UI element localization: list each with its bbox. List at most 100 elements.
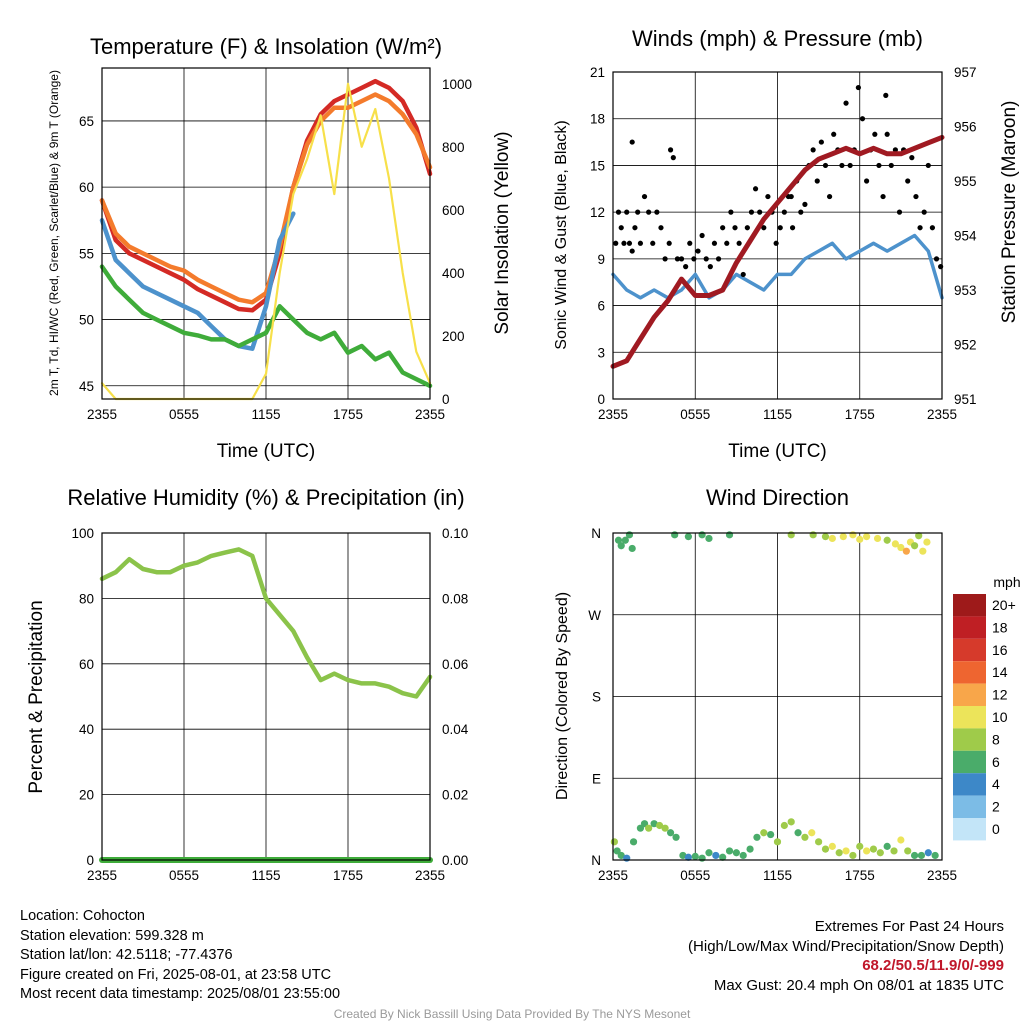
recent-text: Most recent data timestamp: 2025/08/01 2…: [20, 986, 341, 1003]
wind-chart-gust-point: [678, 256, 685, 262]
wind-chart-gust-point: [929, 225, 936, 231]
wind-chart-gust-point: [654, 209, 660, 215]
dir-chart-direction-point: [873, 534, 882, 543]
wind-chart-pressure-line: [610, 134, 945, 369]
temp-chart-y-axis-label: 2m T, Td, HI/WC (Red, Green, Scarlet/Blu…: [47, 70, 61, 396]
dir-chart-direction-point: [808, 829, 816, 837]
temp-chart-y2-tick-label: 800: [442, 140, 465, 155]
temp-chart-x-axis-label: Time (UTC): [217, 441, 316, 462]
dir-chart-direction-point: [698, 531, 706, 539]
wind-chart-y-tick-label: 12: [590, 205, 605, 220]
dir-chart-direction-point: [863, 533, 871, 541]
wind-chart-y2-tick-label: 951: [954, 392, 977, 407]
dir-chart-legend-label: 2: [992, 799, 1000, 815]
dir-chart-direction-point: [684, 853, 692, 861]
wind-chart-gust-point: [646, 209, 652, 215]
temp-chart-series-line: [99, 211, 296, 351]
dir-chart-direction-point: [767, 830, 775, 839]
wind-chart-frame: [612, 71, 943, 400]
dir-chart-direction-point: [698, 854, 706, 862]
extremes-desc: (High/Low/Max Wind/Precipitation/Snow De…: [688, 937, 1004, 955]
dir-chart-direction-point: [725, 531, 734, 539]
station-info: Location: Cohocton Station elevation: 59…: [20, 907, 340, 1005]
dir-chart-direction-point: [910, 851, 919, 860]
max-gust-text: Max Gust: 20.4 mph On 08/01 at 1835 UTC: [713, 976, 1004, 994]
dir-chart-direction-point: [661, 824, 669, 832]
created-text: Figure created on Fri, 2025-08-01, at 23…: [20, 966, 332, 983]
dir-chart-legend-swatch: [953, 728, 986, 751]
wind-chart-gust-point: [658, 225, 664, 231]
dir-chart-legend-label: 14: [992, 664, 1008, 680]
wind-chart-gust-point: [864, 178, 870, 184]
dir-chart-direction-point: [760, 829, 768, 837]
dir-chart-direction-point: [617, 851, 625, 860]
dir-chart-direction-point: [849, 531, 857, 539]
wind-chart-gust-point: [913, 193, 919, 200]
wind-chart-gust-point: [818, 139, 824, 145]
rh-chart-title: Relative Humidity (%) & Precipitation (i…: [67, 485, 464, 510]
rh-chart-panel: 2355 0555 1155 1755 2355 Relative Humidity (%…: [26, 485, 469, 883]
wind-chart-gust-point: [624, 209, 630, 215]
dir-chart-direction-point: [629, 838, 638, 846]
dir-chart-legend-swatch: [953, 594, 986, 617]
dir-chart-direction-point: [902, 547, 910, 555]
wind-chart-gust-point: [831, 131, 837, 137]
credit-text: Created By Nick Bassill Using Data Provi…: [333, 1007, 691, 1021]
temp-chart-title: Temperature (F) & Insolation (W/m²): [90, 34, 442, 59]
dir-chart-legend-label: 6: [992, 754, 1000, 770]
dir-chart-direction-point: [839, 533, 847, 541]
wind-chart-gust-point: [695, 248, 701, 254]
wind-chart-y-tick-label: 15: [590, 158, 605, 173]
wind-chart-y2-tick-label: 952: [954, 338, 977, 353]
dir-chart-direction-point: [931, 851, 939, 860]
dir-chart-direction-point: [621, 536, 629, 544]
dir-chart-legend-label: 4: [992, 776, 1000, 792]
dir-chart-direction-point: [910, 542, 919, 550]
dir-chart-direction-point: [801, 833, 809, 841]
dir-chart-direction-point: [828, 842, 836, 850]
rh-chart-frame: [101, 532, 431, 861]
wind-chart-gust-point: [711, 240, 718, 246]
dir-chart-direction-point: [897, 836, 905, 844]
wind-chart-gust-point: [732, 225, 738, 231]
dir-chart-direction-point: [821, 533, 830, 541]
temp-chart-x-tick-label: 2355: [87, 407, 117, 422]
dir-chart-legend-label: 18: [992, 619, 1008, 635]
dir-chart-direction-point: [915, 532, 923, 540]
dir-chart-legend-label: 10: [992, 709, 1008, 725]
wind-chart-gust-point: [892, 147, 898, 153]
dir-chart-direction-point: [891, 540, 899, 548]
dir-chart-direction-point: [679, 851, 687, 860]
dir-chart-legend-swatch: [953, 661, 986, 684]
wind-chart-x-axis-label: Time (UTC): [728, 441, 827, 462]
dir-chart-direction-point: [773, 838, 782, 846]
wind-chart-gust-point: [683, 264, 689, 270]
dir-chart-legend-label: 8: [992, 731, 1000, 747]
wind-chart-gust-point: [670, 155, 676, 161]
wind-chart-gust-point: [724, 240, 730, 246]
dir-chart-direction-point: [890, 847, 898, 855]
wind-chart-y2-tick-label: 955: [954, 174, 977, 189]
temp-chart-panel: 2355 0555 1155 1755 2355 Temperature (F) & In…: [47, 34, 513, 462]
dir-chart-direction-point: [705, 849, 713, 857]
wind-chart-panel: 2355 0555 1155 1755 2355 Winds (mph) & Pressu…: [553, 26, 1020, 462]
dir-chart-legend-label: 0: [992, 821, 1000, 837]
wind-chart-y2-tick-label: 953: [954, 283, 977, 298]
dir-chart-direction-point: [897, 543, 905, 552]
wind-chart-gust-point: [847, 162, 853, 169]
wind-chart-gust-point: [822, 162, 829, 169]
dir-chart-direction-point: [691, 852, 699, 860]
dir-chart-direction-point: [923, 538, 931, 546]
dir-chart-direction-point: [746, 845, 754, 853]
wind-chart-gust-point: [744, 225, 750, 231]
dir-chart-direction-point: [787, 818, 795, 826]
dir-chart-legend-label: 16: [992, 642, 1008, 658]
rh-chart-y-tick-label: 80: [79, 591, 94, 606]
wind-chart-y-tick-label: 9: [597, 252, 605, 267]
dir-chart-direction-point: [787, 531, 795, 539]
temp-chart-x-tick-label: 0555: [169, 407, 199, 422]
wind-chart-x-tick-label: 1155: [763, 407, 792, 422]
temp-chart-y2-tick-label: 400: [442, 266, 465, 281]
rh-chart-rh-line: [99, 547, 433, 699]
rh-chart-y2-tick-label: 0.10: [442, 526, 468, 541]
